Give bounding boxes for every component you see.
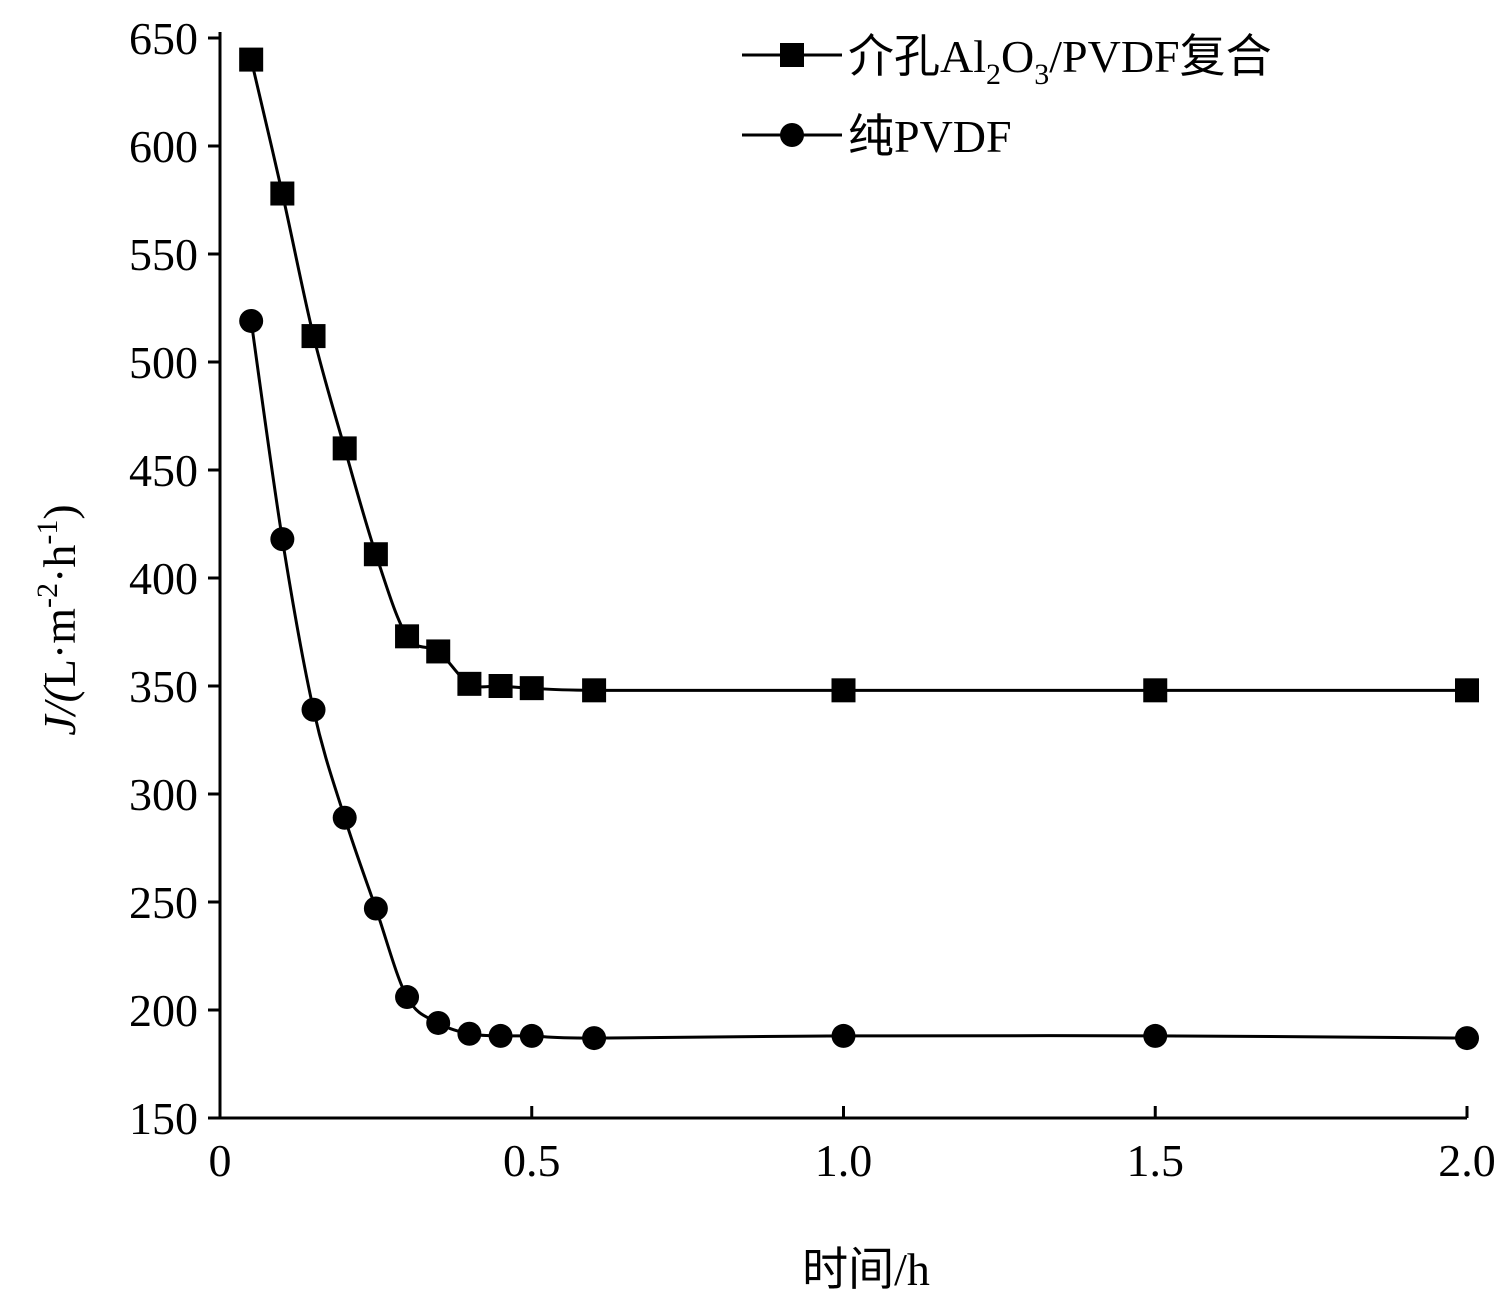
data-point-circle: [239, 308, 264, 333]
y-tick-label: 650: [129, 13, 198, 64]
data-point-circle: [1455, 1026, 1479, 1051]
x-tick-label: 1.5: [1127, 1135, 1185, 1186]
data-point-square: [270, 181, 295, 206]
data-point-square: [426, 639, 451, 664]
data-point-circle: [270, 527, 295, 552]
data-point-square: [831, 678, 856, 703]
data-point-square: [1143, 678, 1168, 703]
data-point-circle: [301, 697, 326, 722]
x-tick-label: 0.5: [503, 1135, 561, 1186]
x-tick-label: 0: [209, 1135, 232, 1186]
legend-item-pure-pvdf: 纯PVDF: [742, 111, 1012, 162]
y-axis-label-end: ): [34, 504, 85, 520]
y-tick-label: 300: [129, 769, 198, 820]
series-group: [239, 47, 1479, 1051]
y-axis-label-sup2: -1: [31, 519, 64, 545]
y-tick-label: 400: [129, 553, 198, 604]
y-tick-label: 600: [129, 121, 198, 172]
data-point-circle: [332, 805, 357, 830]
y-tick-label: 200: [129, 985, 198, 1036]
y-tick-label: 150: [129, 1093, 198, 1144]
data-point-square: [363, 542, 388, 567]
y-tick-label: 350: [129, 661, 198, 712]
y-tick-label: 550: [129, 229, 198, 280]
data-point-square: [457, 671, 482, 696]
data-point-circle: [582, 1026, 607, 1051]
data-point-square: [1455, 678, 1479, 703]
y-tick-label: 250: [129, 877, 198, 928]
y-axis-label: J/(L·m-2·h-1): [31, 504, 85, 736]
data-point-square: [301, 324, 326, 349]
data-point-square: [332, 436, 357, 461]
data-point-circle: [831, 1023, 856, 1048]
axes: 150 200 250 300 350 400 450 500 550 600 650 0 0.5 1.0…: [129, 13, 1496, 1186]
data-point-circle: [395, 985, 420, 1010]
y-axis-label-sup1: -2: [31, 582, 64, 608]
data-point-square: [488, 674, 513, 698]
y-axis-label-main: J/(L·m: [34, 607, 85, 736]
data-point-circle: [1143, 1023, 1168, 1048]
data-point-square: [239, 47, 264, 72]
data-point-square: [582, 678, 607, 703]
y-axis-label-mid: ·h: [34, 544, 85, 583]
x-tick-label: 1.0: [815, 1135, 873, 1186]
data-point-circle: [363, 896, 388, 921]
data-point-square: [395, 624, 420, 649]
legend: 介孔Al2O3/PVDF复合 纯PVDF: [742, 31, 1272, 162]
y-tick-label: 450: [129, 445, 198, 496]
legend-label-pure-pvdf: 纯PVDF: [848, 111, 1012, 162]
legend-label-composite: 介孔Al2O3/PVDF复合: [848, 31, 1272, 91]
data-point-circle: [457, 1021, 482, 1046]
x-axis-label: 时间/h: [802, 1244, 930, 1295]
data-point-circle: [519, 1023, 544, 1048]
legend-item-composite: 介孔Al2O3/PVDF复合: [742, 31, 1272, 91]
data-point-circle: [426, 1010, 451, 1035]
y-tick-label: 500: [129, 337, 198, 388]
data-point-square: [519, 676, 544, 701]
legend-square-marker: [780, 43, 804, 67]
data-point-circle: [488, 1023, 513, 1048]
x-tick-label: 2.0: [1438, 1135, 1496, 1186]
legend-circle-marker: [780, 123, 804, 147]
series-line-1: [249, 320, 1468, 1040]
